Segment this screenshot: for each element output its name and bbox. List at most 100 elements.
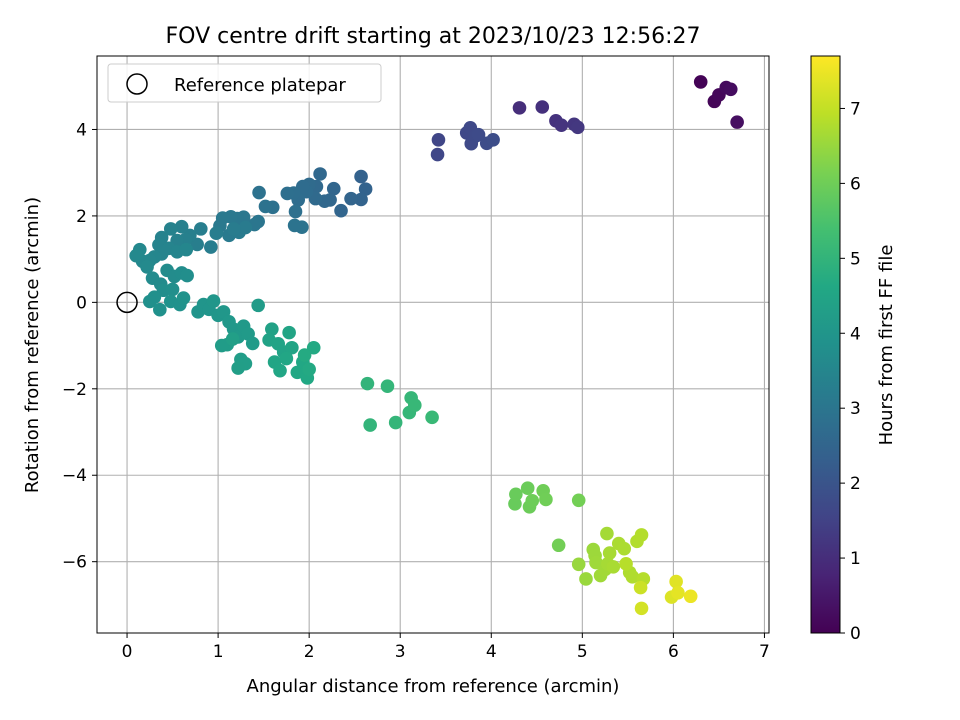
data-point — [539, 492, 553, 507]
data-point — [334, 203, 348, 218]
data-point — [273, 363, 287, 378]
data-point — [512, 101, 527, 115]
data-point — [225, 332, 240, 346]
x-tick-label: 0 — [122, 642, 133, 662]
data-point — [730, 115, 744, 129]
data-point — [285, 340, 299, 355]
y-axis-ticks: −6 −4 −2 0 2 4 — [62, 120, 97, 573]
reference-platepar-marker — [116, 291, 138, 314]
data-point — [265, 322, 279, 336]
data-point — [431, 133, 446, 147]
data-point — [520, 481, 535, 496]
data-point — [509, 487, 523, 502]
y-tick-label: −2 — [62, 380, 87, 400]
data-point — [683, 589, 698, 604]
data-point — [407, 398, 422, 413]
x-tick-label: 4 — [486, 642, 497, 662]
data-point — [282, 325, 296, 340]
data-point — [634, 528, 649, 542]
data-point — [176, 291, 191, 305]
data-point — [165, 282, 180, 297]
data-point — [723, 82, 738, 97]
colorbar-tick-label: 2 — [850, 474, 861, 494]
data-point — [174, 219, 189, 234]
x-axis-ticks: 0 1 2 3 4 5 6 7 — [122, 633, 770, 662]
data-point — [525, 493, 540, 508]
colorbar-tick-label: 3 — [850, 399, 861, 419]
data-point — [551, 538, 566, 553]
data-point — [600, 526, 614, 541]
data-point — [430, 147, 445, 162]
data-point — [226, 222, 241, 236]
x-axis-label: Angular distance from reference (arcmin) — [247, 676, 620, 697]
y-tick-label: −4 — [62, 466, 87, 486]
data-point — [180, 268, 194, 283]
data-point — [570, 120, 585, 135]
data-point — [571, 493, 586, 508]
data-point — [354, 192, 368, 207]
data-point — [344, 191, 358, 206]
data-point — [617, 541, 632, 556]
x-tick-label: 6 — [668, 642, 679, 662]
data-point — [625, 570, 640, 584]
data-point — [231, 361, 245, 375]
data-point — [140, 260, 154, 274]
data-point — [486, 133, 500, 147]
x-tick-label: 1 — [213, 642, 224, 662]
data-point — [671, 586, 685, 600]
data-point — [252, 185, 266, 200]
data-point — [571, 557, 586, 572]
data-point — [245, 336, 260, 351]
y-tick-label: 4 — [76, 120, 87, 140]
data-point — [251, 298, 265, 313]
data-point — [238, 220, 253, 235]
data-point — [297, 348, 312, 362]
colorbar-tick-label: 4 — [850, 324, 861, 344]
data-point — [143, 294, 157, 309]
reference-layer — [116, 291, 138, 314]
x-tick-label: 3 — [395, 642, 406, 662]
data-point — [280, 186, 295, 201]
data-point — [194, 222, 208, 236]
data-point — [358, 182, 373, 196]
data-point — [206, 294, 221, 308]
data-point — [633, 580, 648, 595]
colorbar-tick-label: 6 — [850, 174, 861, 194]
data-point — [302, 362, 316, 377]
y-tick-label: 0 — [76, 293, 87, 313]
data-point — [288, 204, 303, 219]
chart-title: FOV centre drift starting at 2023/10/23 … — [166, 24, 701, 49]
data-point — [535, 100, 550, 114]
legend-label-reference: Reference platepar — [174, 75, 346, 96]
colorbar-tick-label: 1 — [850, 549, 861, 569]
data-point — [153, 302, 167, 317]
colorbar-tick-label: 5 — [850, 249, 861, 269]
data-point — [388, 415, 403, 430]
data-point — [326, 181, 341, 196]
plot-frame — [96, 55, 770, 634]
data-point — [669, 574, 683, 589]
data-point — [290, 365, 305, 380]
data-point — [380, 379, 395, 394]
colorbar-tick-label: 7 — [850, 99, 861, 119]
data-point — [214, 338, 229, 353]
data-point — [258, 199, 273, 214]
data-point — [619, 557, 633, 571]
data-point — [579, 572, 593, 586]
data-point — [190, 237, 204, 252]
data-point — [287, 218, 302, 233]
x-tick-label: 7 — [759, 642, 770, 662]
data-point — [129, 248, 143, 263]
y-axis-label: Rotation from reference (arcmin) — [22, 197, 43, 493]
colorbar-label: Hours from first FF file — [876, 245, 897, 446]
data-point — [634, 601, 649, 616]
data-point — [354, 169, 368, 184]
data-point — [216, 305, 231, 319]
data-point — [606, 560, 621, 574]
data-point — [204, 240, 218, 254]
data-points — [129, 75, 744, 616]
data-point — [693, 75, 708, 89]
data-point — [425, 410, 439, 425]
data-point — [163, 222, 178, 236]
